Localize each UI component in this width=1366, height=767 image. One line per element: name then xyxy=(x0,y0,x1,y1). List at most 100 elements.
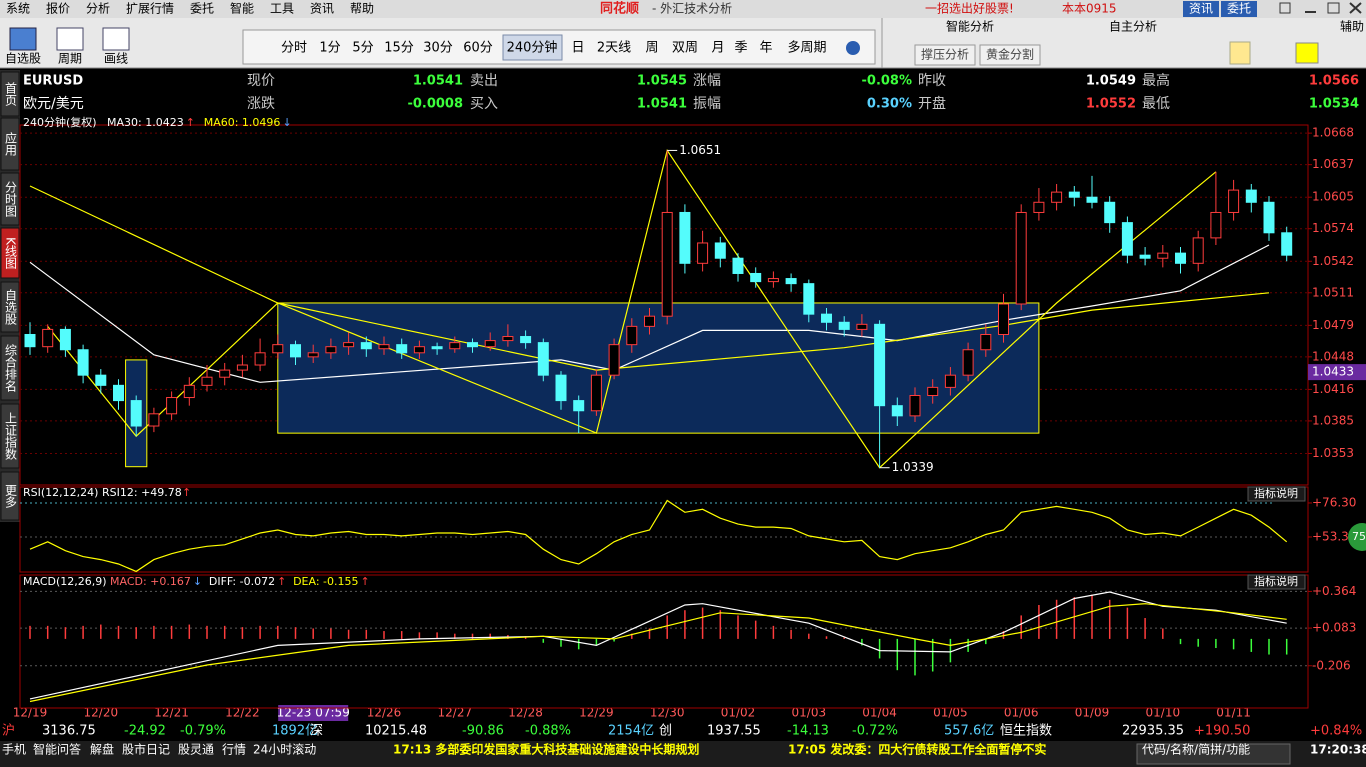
draw-icon[interactable] xyxy=(102,27,130,51)
period-button[interactable]: 多周期 xyxy=(787,40,826,56)
menu-item[interactable]: 分析 xyxy=(86,2,110,16)
ticker-bar xyxy=(0,722,1366,741)
news-headline[interactable]: 17:13 多部委印发国家重大科技基础设施建设中长期规划 xyxy=(393,742,699,757)
tool-label[interactable]: 画线 xyxy=(104,52,128,66)
menu-item[interactable]: 委托 xyxy=(190,2,214,16)
side-tab[interactable]: 自选股 xyxy=(4,289,18,326)
status-button[interactable]: 解盘 xyxy=(90,742,114,757)
indicator-button[interactable]: 指标说明 xyxy=(1254,574,1298,588)
window-restore[interactable] xyxy=(1279,2,1291,14)
side-tab[interactable]: 更多 xyxy=(4,484,18,509)
legend-entry: RSI12: +49.78 xyxy=(102,486,182,499)
period-button[interactable]: 日 xyxy=(571,41,584,56)
panel xyxy=(19,486,1309,573)
candle-body xyxy=(325,346,337,354)
status-button[interactable]: 股市日记 xyxy=(122,742,170,757)
analysis-tab[interactable]: 自主分析 xyxy=(1109,20,1157,34)
candle-body xyxy=(1210,211,1222,239)
promo-link[interactable]: 一招选出好股票! xyxy=(925,2,1014,16)
side-tab[interactable]: K线图 xyxy=(4,237,18,269)
period-button[interactable]: 月 xyxy=(711,41,724,56)
candle-body xyxy=(927,386,939,397)
period-button[interactable]: 15分 xyxy=(384,41,414,56)
gear-icon[interactable] xyxy=(846,41,860,55)
window-max[interactable] xyxy=(1327,2,1340,14)
watchlist-icon[interactable] xyxy=(9,27,37,51)
status-button[interactable]: 手机 xyxy=(2,743,26,757)
status-button[interactable]: 行情 xyxy=(222,743,246,757)
period-button[interactable]: 双周 xyxy=(672,41,698,56)
candle-body xyxy=(148,413,160,427)
clock: 17:20:38 xyxy=(1310,743,1366,757)
analysis-tab[interactable]: 智能分析 xyxy=(946,19,994,34)
index-name: 深 xyxy=(310,724,323,739)
candle-body xyxy=(1263,201,1275,234)
ma-line xyxy=(29,244,1270,383)
menu-button[interactable]: 委托 xyxy=(1227,2,1251,16)
quote-value: 1.0545 xyxy=(637,74,687,89)
period-button[interactable]: 60分 xyxy=(463,41,493,56)
period-active xyxy=(502,34,563,61)
menu-button[interactable]: 资讯 xyxy=(1189,2,1213,16)
menu-item[interactable]: 扩展行情 xyxy=(126,2,174,16)
period-button[interactable]: 分时 xyxy=(281,41,307,56)
menu-item[interactable]: 系统 xyxy=(6,2,30,16)
news-headline[interactable]: 17:05 发改委：四大行债转股工作全面暂停不实 xyxy=(788,742,1046,757)
color-icon[interactable] xyxy=(1295,42,1319,64)
analysis-tab[interactable]: 辅助 xyxy=(1340,20,1364,34)
status-button[interactable]: 智能问答 xyxy=(33,742,81,757)
side-tab[interactable]: 首页 xyxy=(4,82,18,107)
side-tab[interactable]: 综合排名 xyxy=(4,344,18,392)
search-box[interactable] xyxy=(1136,743,1291,765)
period-button[interactable]: 2天线 xyxy=(597,41,631,56)
status-button[interactable]: 股灵通 xyxy=(178,743,214,757)
analysis-button-bg xyxy=(914,44,976,66)
tool-label[interactable]: 周期 xyxy=(58,52,82,66)
candle-body xyxy=(113,384,124,402)
y-tick-label: +53.30 xyxy=(1312,529,1356,543)
news-button-bg xyxy=(1183,1,1219,17)
menu-item[interactable]: 帮助 xyxy=(350,2,374,16)
analysis-button[interactable]: 黄金分割 xyxy=(986,47,1034,62)
menu-item[interactable]: 报价 xyxy=(46,1,70,16)
index-value: -0.79% xyxy=(180,724,226,739)
period-button[interactable]: 季 xyxy=(734,41,747,56)
period-button[interactable]: 1分 xyxy=(319,41,340,56)
panel xyxy=(19,574,1309,709)
candle-body xyxy=(679,211,691,264)
period-button[interactable]: 年 xyxy=(759,41,772,56)
analysis-button[interactable]: 撑压分析 xyxy=(921,47,969,62)
candle-body xyxy=(130,400,142,427)
y-tick-label: 1.0511 xyxy=(1312,285,1354,299)
candle-body xyxy=(767,278,779,283)
period-icon[interactable] xyxy=(56,27,84,51)
menu-item[interactable]: 资讯 xyxy=(310,2,334,16)
candle-body xyxy=(343,342,355,348)
search-placeholder[interactable]: 代码/名称/简拼/功能 xyxy=(1142,742,1250,757)
side-tab[interactable]: 分时图 xyxy=(4,181,18,217)
indicator-button[interactable]: 指标说明 xyxy=(1254,486,1298,500)
side-tab[interactable]: 上证指数 xyxy=(4,412,18,461)
quote-label: 现价 xyxy=(247,73,275,89)
tool-label[interactable]: 自选股 xyxy=(5,52,41,66)
period-button[interactable]: 5分 xyxy=(352,41,373,56)
candle-body xyxy=(909,395,921,417)
legend-arrow: ↑ xyxy=(277,575,286,588)
menu-item[interactable]: 智能 xyxy=(230,1,254,16)
cursor-icon[interactable] xyxy=(1229,41,1251,65)
menu-item[interactable]: 工具 xyxy=(270,2,294,16)
period-button[interactable]: 240分钟 xyxy=(507,40,558,56)
status-button[interactable]: 24小时滚动 xyxy=(253,742,316,757)
candle-body xyxy=(750,272,762,283)
candle-body xyxy=(1281,232,1293,256)
index-value: -90.86 xyxy=(462,724,504,739)
period-button[interactable]: 30分 xyxy=(423,41,453,56)
index-value: 3136.75 xyxy=(42,724,96,739)
x-tick-label: 12/19 xyxy=(13,706,48,720)
quote-label: 振幅 xyxy=(693,96,721,112)
candle-body xyxy=(661,211,673,317)
period-button[interactable]: 周 xyxy=(645,41,658,56)
candle-body xyxy=(962,349,974,376)
side-tab[interactable]: 应用 xyxy=(4,131,18,157)
window-close[interactable] xyxy=(1349,2,1362,14)
